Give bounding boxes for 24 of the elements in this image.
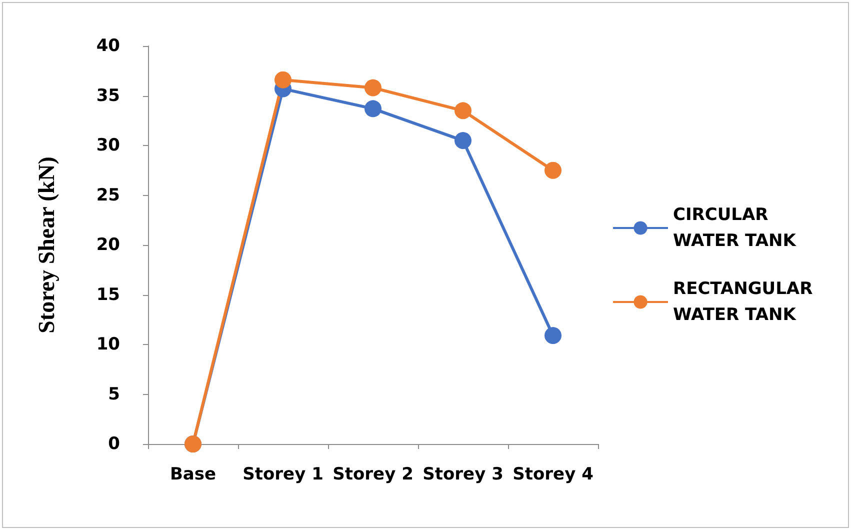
point — [454, 132, 472, 150]
point — [274, 71, 292, 88]
y-tick-label: 5 — [108, 384, 120, 404]
point — [454, 102, 472, 120]
y-axis-title: Storey Shear (kN) — [34, 156, 59, 334]
x-tick-label: Storey 4 — [512, 464, 594, 484]
x-tick-label: Base — [170, 464, 216, 484]
y-tick-label: 0 — [108, 434, 120, 454]
x-tick-label: Storey 1 — [242, 464, 324, 484]
legend-label: RECTANGULAR WATER TANK — [673, 279, 819, 325]
point — [544, 327, 562, 344]
y-tick-label: 20 — [96, 235, 120, 255]
y-tick-label: 15 — [96, 284, 120, 305]
y-tick-label: 10 — [96, 334, 120, 354]
x-tick-label: Storey 3 — [422, 464, 504, 484]
y-tick-label: 25 — [96, 185, 120, 206]
y-tick-label: 30 — [96, 136, 120, 156]
point — [544, 162, 562, 179]
point — [364, 79, 382, 96]
legend-label: CIRCULAR WATER TANK — [673, 205, 797, 251]
point — [364, 100, 382, 118]
y-tick-label: 35 — [96, 86, 120, 106]
y-tick-label: 40 — [96, 36, 120, 56]
x-tick-label: Storey 2 — [332, 464, 414, 484]
